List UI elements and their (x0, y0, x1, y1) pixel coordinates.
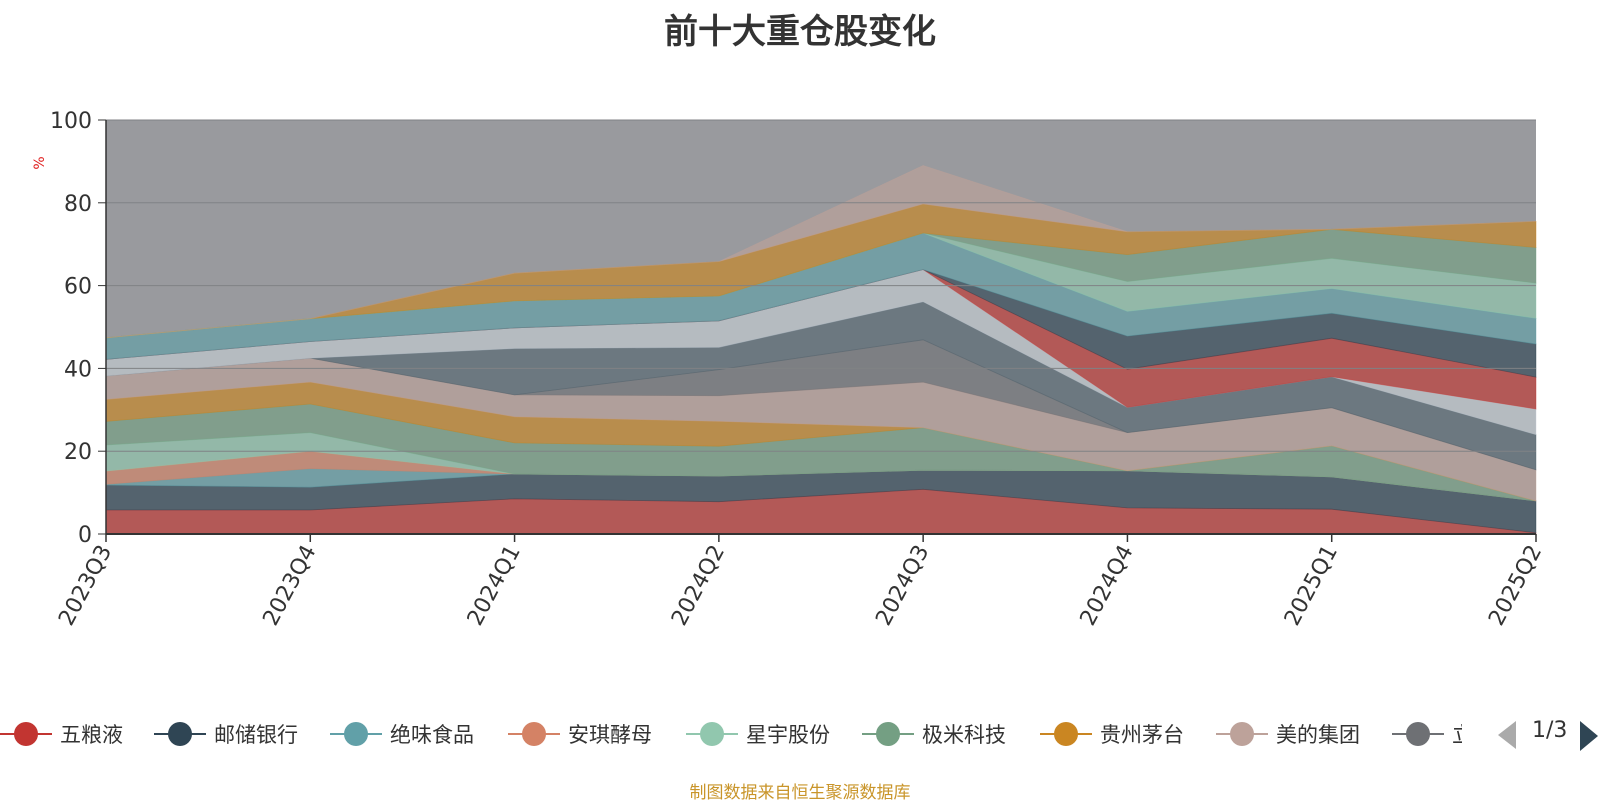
legend-item-label: 星宇股份 (746, 723, 830, 747)
legend-item-label: 极米科技 (922, 723, 1006, 747)
legend-pager: 1/3 (1498, 716, 1600, 752)
legend-marker-icon (1040, 716, 1092, 752)
legend-item-label: 立讯精密 (1452, 719, 1462, 749)
legend-item-0[interactable]: 五粮液 (0, 716, 123, 752)
y-tick-label-5: 100 (50, 109, 92, 134)
legend-item-4[interactable]: 星宇股份 (686, 716, 830, 752)
y-tick-label-1: 20 (64, 440, 92, 465)
x-tick-label-3: 2024Q2 (667, 541, 730, 630)
legend: 五粮液 邮储银行 绝味食品 安琪酵母 星宇股份 极米科技 贵州茅台 美的集团 立讯精密 (0, 716, 1600, 752)
legend-item-1[interactable]: 邮储银行 (154, 716, 298, 752)
legend-marker-icon (1216, 716, 1268, 752)
legend-item-label: 安琪酵母 (568, 723, 652, 747)
legend-item-label: 五粮液 (60, 723, 123, 747)
legend-item-label: 美的集团 (1276, 723, 1360, 747)
legend-items: 五粮液 邮储银行 绝味食品 安琪酵母 星宇股份 极米科技 贵州茅台 美的集团 立讯精密 (0, 716, 1462, 752)
legend-item-6[interactable]: 贵州茅台 (1040, 716, 1184, 752)
legend-item-2[interactable]: 绝味食品 (330, 716, 474, 752)
legend-item-8[interactable]: 立讯精密 (1392, 716, 1462, 752)
x-tick-label-7: 2025Q2 (1484, 541, 1547, 630)
legend-marker-icon (508, 716, 560, 752)
y-tick-label-4: 80 (64, 192, 92, 217)
chart-title: 前十大重仓股变化 (664, 12, 936, 52)
x-tick-label-1: 2023Q4 (259, 541, 322, 630)
y-tick-label-2: 40 (64, 357, 92, 382)
legend-item-3[interactable]: 安琪酵母 (508, 716, 652, 752)
legend-marker-icon (1392, 716, 1444, 752)
x-tick-label-4: 2024Q3 (871, 541, 934, 630)
x-axis: 2023Q3 2023Q4 2024Q1 2024Q2 2024Q3 2024Q4 2025… (54, 533, 1547, 630)
area-series-17 (105, 165, 1537, 339)
legend-marker-icon (330, 716, 382, 752)
legend-item-label: 邮储银行 (214, 723, 298, 747)
y-axis-unit-label: % (32, 156, 48, 169)
y-tick-label-0: 0 (78, 523, 92, 548)
x-tick-label-5: 2024Q4 (1076, 541, 1139, 630)
pager-next-icon[interactable] (1580, 721, 1598, 751)
legend-marker-icon (862, 716, 914, 752)
legend-marker-icon (0, 716, 52, 752)
pager-page-indicator: 1/3 (1532, 718, 1568, 743)
y-tick-label-3: 60 (64, 275, 92, 300)
legend-item-label: 绝味食品 (390, 723, 474, 747)
legend-marker-icon (686, 716, 738, 752)
x-tick-label-2: 2024Q1 (463, 541, 526, 630)
legend-item-5[interactable]: 极米科技 (862, 716, 1006, 752)
y-axis: 0 20 40 60 80 100 (50, 109, 107, 548)
x-tick-label-6: 2025Q1 (1280, 541, 1343, 630)
legend-item-label: 贵州茅台 (1100, 723, 1184, 747)
pager-prev-icon[interactable] (1498, 721, 1516, 749)
legend-marker-icon (154, 716, 206, 752)
x-tick-label-0: 2023Q3 (54, 541, 117, 630)
source-note: 制图数据来自恒生聚源数据库 (689, 783, 911, 803)
legend-item-7[interactable]: 美的集团 (1216, 716, 1360, 752)
gridlines (106, 119, 1536, 452)
